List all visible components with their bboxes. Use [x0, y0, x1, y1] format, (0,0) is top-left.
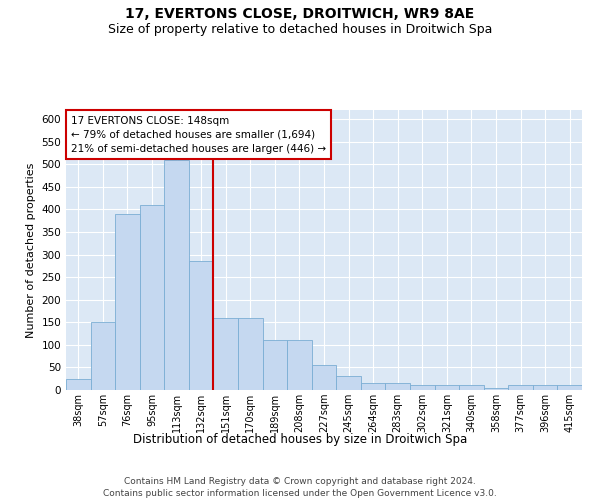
Bar	[434, 386, 459, 390]
Bar	[238, 318, 263, 390]
Bar	[336, 376, 361, 390]
Text: 17 EVERTONS CLOSE: 148sqm
← 79% of detached houses are smaller (1,694)
21% of se: 17 EVERTONS CLOSE: 148sqm ← 79% of detac…	[71, 116, 326, 154]
Bar	[263, 340, 287, 390]
Bar	[459, 386, 484, 390]
Text: 17, EVERTONS CLOSE, DROITWICH, WR9 8AE: 17, EVERTONS CLOSE, DROITWICH, WR9 8AE	[125, 8, 475, 22]
Bar	[361, 383, 385, 390]
Y-axis label: Number of detached properties: Number of detached properties	[26, 162, 36, 338]
Bar	[115, 214, 140, 390]
Bar	[312, 365, 336, 390]
Bar	[214, 318, 238, 390]
Bar	[66, 378, 91, 390]
Bar	[189, 262, 214, 390]
Bar	[484, 388, 508, 390]
Bar	[140, 205, 164, 390]
Bar	[91, 322, 115, 390]
Text: Size of property relative to detached houses in Droitwich Spa: Size of property relative to detached ho…	[108, 22, 492, 36]
Bar	[557, 386, 582, 390]
Bar	[287, 340, 312, 390]
Bar	[533, 386, 557, 390]
Text: Distribution of detached houses by size in Droitwich Spa: Distribution of detached houses by size …	[133, 432, 467, 446]
Bar	[164, 160, 189, 390]
Bar	[385, 383, 410, 390]
Text: Contains HM Land Registry data © Crown copyright and database right 2024.
Contai: Contains HM Land Registry data © Crown c…	[103, 476, 497, 498]
Bar	[508, 386, 533, 390]
Bar	[410, 386, 434, 390]
